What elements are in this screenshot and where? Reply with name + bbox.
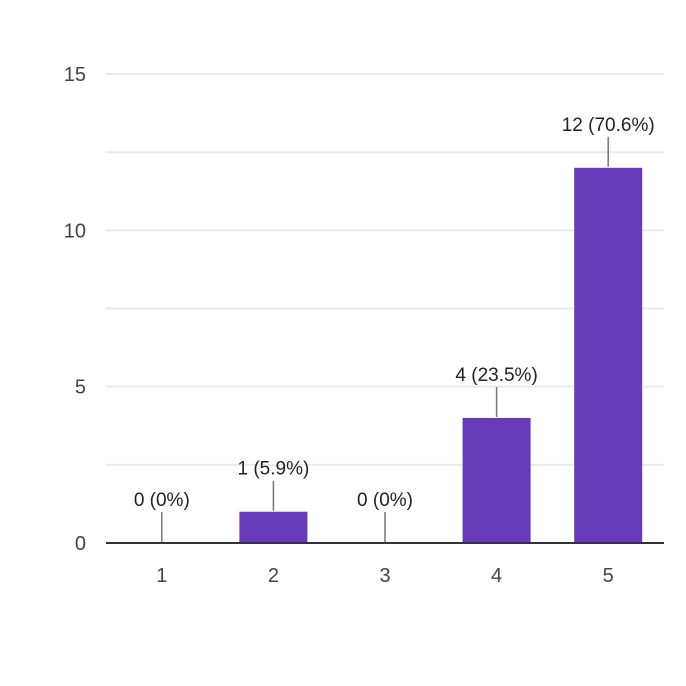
y-tick-label: 15: [64, 64, 86, 86]
x-tick-label: 1: [156, 565, 167, 587]
data-label: 4 (23.5%): [455, 365, 537, 386]
y-tick-label: 0: [75, 533, 86, 555]
x-tick-label: 5: [603, 565, 614, 587]
bars: [239, 167, 643, 544]
data-label: 1 (5.9%): [237, 459, 309, 480]
bar: [239, 511, 308, 543]
data-label: 12 (70.6%): [562, 115, 655, 136]
x-tick-label: 3: [379, 565, 390, 587]
data-label: 0 (0%): [357, 490, 413, 511]
y-axis-ticks: 0 5 10 15: [64, 64, 86, 555]
bar: [462, 417, 531, 543]
y-tick-label: 5: [75, 377, 86, 399]
data-label: 0 (0%): [134, 490, 190, 511]
grid-lines: [106, 73, 664, 466]
bar: [574, 167, 643, 544]
data-label-callouts: 0 (0%) 1 (5.9%) 0 (0%) 4 (23.5%) 12 (70.6%): [134, 115, 655, 542]
x-tick-label: 2: [268, 565, 279, 587]
x-axis-ticks: 1 2 3 4 5: [156, 565, 614, 587]
x-tick-label: 4: [491, 565, 502, 587]
y-tick-label: 10: [64, 220, 86, 242]
